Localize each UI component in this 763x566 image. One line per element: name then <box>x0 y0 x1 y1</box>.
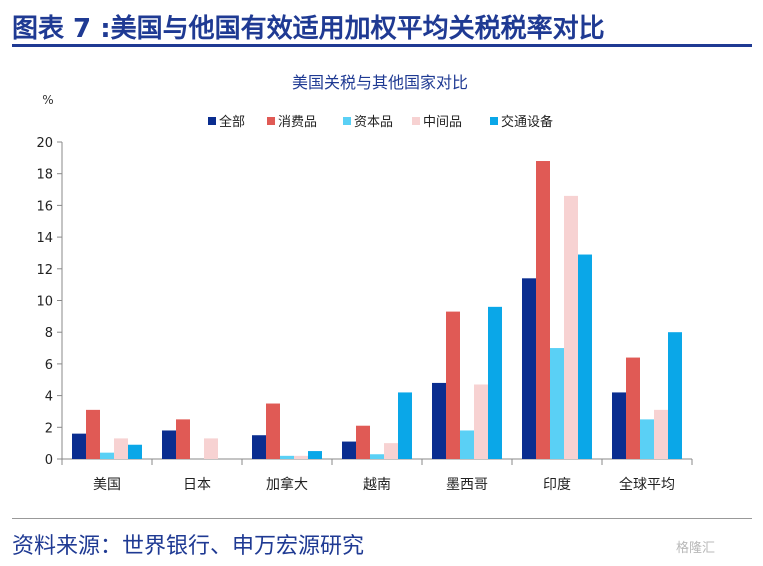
bar-1-7 <box>612 392 626 459</box>
bar-chart: 美国关税与其他国家对比 全部 消费品 资本品 中间品 交通设备 % 0 2 4 6 8 10 12 14… <box>36 73 693 493</box>
bar-1-6 <box>522 278 536 459</box>
header: 图表 7 :美国与他国有效适用加权平均关税税率对比 <box>12 4 752 47</box>
bar-4-4 <box>384 443 398 459</box>
bar-4-1 <box>114 438 128 459</box>
bar-5-1 <box>128 444 142 459</box>
bar-2-2 <box>176 419 190 459</box>
source-note: 资料来源：世界银行、申万宏源研究 <box>12 534 365 559</box>
y-tick-label: 12 <box>36 263 53 278</box>
legend-swatch-5 <box>490 117 498 125</box>
y-tick-label: 10 <box>36 295 53 310</box>
x-tick-label: 加拿大 <box>266 476 308 493</box>
bar-5-3 <box>308 451 322 459</box>
bar-1-1 <box>72 433 86 459</box>
y-tick-label: 18 <box>36 168 53 183</box>
bar-5-7 <box>668 332 682 459</box>
bar-1-3 <box>252 435 266 459</box>
bar-3-4 <box>370 454 384 459</box>
bar-3-3 <box>280 455 294 459</box>
bar-4-7 <box>654 409 668 459</box>
x-tick-label: 墨西哥 <box>446 477 488 493</box>
bar-2-7 <box>626 357 640 459</box>
y-tick-label: 20 <box>36 136 53 151</box>
x-tick-label: 全球平均 <box>619 476 675 493</box>
x-tick-label: 印度 <box>543 477 571 493</box>
bar-1-5 <box>432 382 446 459</box>
legend-swatch-2 <box>267 117 275 125</box>
bar-2-1 <box>86 409 100 459</box>
bar-3-1 <box>100 452 114 459</box>
watermark: 格隆汇 <box>676 541 716 556</box>
bar-3-6 <box>550 348 564 459</box>
bar-3-5 <box>460 430 474 459</box>
bar-5-4 <box>398 392 412 459</box>
legend-label-4: 中间品 <box>423 115 462 130</box>
bar-4-5 <box>474 384 488 459</box>
y-tick-label: 0 <box>45 453 53 468</box>
x-tick-label: 美国 <box>93 477 121 493</box>
y-tick-label: 14 <box>36 231 53 246</box>
legend-label-5: 交通设备 <box>501 114 553 130</box>
y-tick-label: 4 <box>45 390 53 405</box>
bar-3-7 <box>640 419 654 459</box>
bar-2-5 <box>446 311 460 459</box>
legend-swatch-3 <box>343 117 351 125</box>
bar-2-4 <box>356 425 370 459</box>
chart-title: 美国关税与其他国家对比 <box>292 73 468 92</box>
bar-4-6 <box>564 195 578 459</box>
bar-5-6 <box>578 254 592 459</box>
bar-2-6 <box>536 161 550 459</box>
y-tick-label: 16 <box>36 199 53 214</box>
bar-5-5 <box>488 306 502 459</box>
y-tick-label: 6 <box>45 358 53 373</box>
bar-1-4 <box>342 441 356 459</box>
legend-label-2: 消费品 <box>278 115 317 130</box>
legend-swatch-4 <box>412 117 420 125</box>
footer-divider <box>12 518 752 519</box>
legend-label-1: 全部 <box>219 114 245 130</box>
bar-1-2 <box>162 430 176 459</box>
y-tick-label: 2 <box>45 421 53 436</box>
bar-4-3 <box>294 455 308 459</box>
x-tick-label: 日本 <box>183 477 211 493</box>
legend-swatch-1 <box>208 117 216 125</box>
x-tick-label: 越南 <box>363 477 391 493</box>
y-tick-label: 8 <box>45 326 53 341</box>
bar-4-2 <box>204 438 218 459</box>
y-axis-label: % <box>42 93 53 107</box>
legend-label-3: 资本品 <box>354 115 393 130</box>
page-title: 图表 7 :美国与他国有效适用加权平均关税税率对比 <box>12 14 605 44</box>
bar-2-3 <box>266 403 280 459</box>
